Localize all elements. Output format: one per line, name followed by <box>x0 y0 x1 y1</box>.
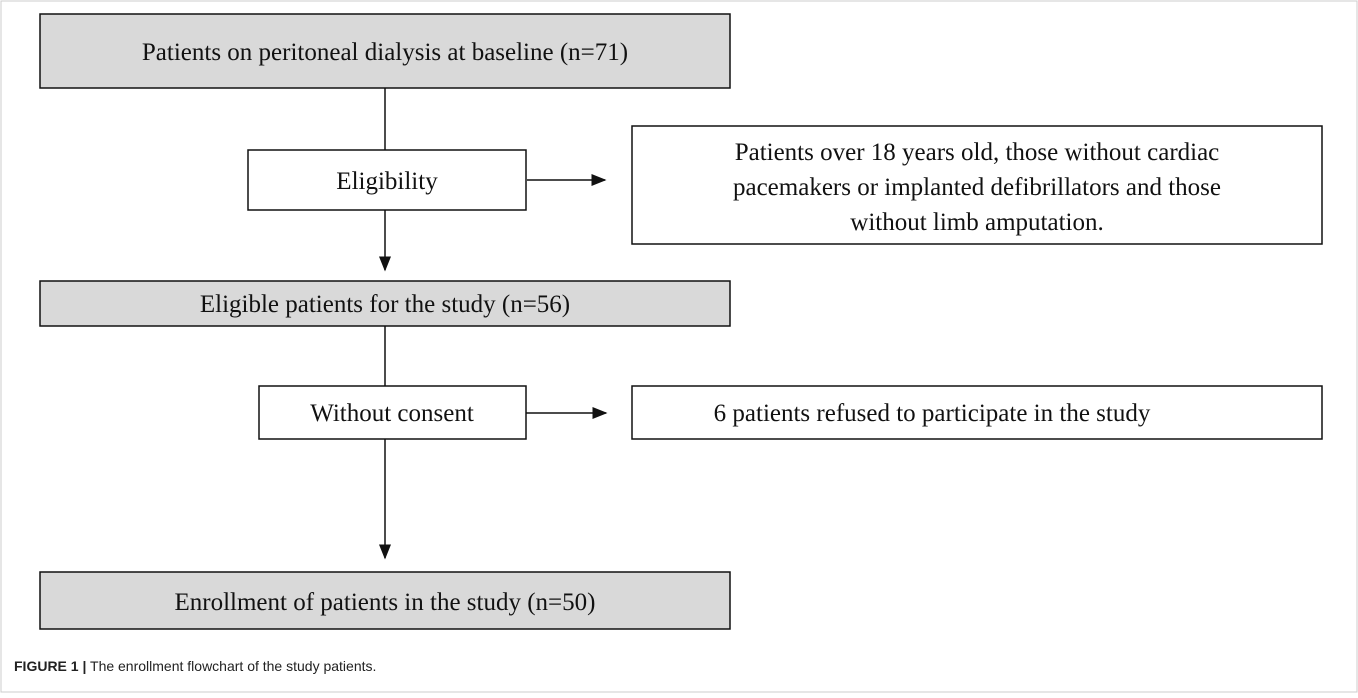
node-label: Eligible patients for the study (n=56) <box>200 291 570 318</box>
box <box>631 125 1323 245</box>
box <box>39 13 731 89</box>
box <box>247 149 527 211</box>
caption: FIGURE 1 | The enrollment flowchart of t… <box>14 658 376 674</box>
box <box>39 280 731 327</box>
box <box>39 571 731 630</box>
node-label: Patients on peritoneal dialysis at basel… <box>142 39 628 66</box>
caption-label: FIGURE 1 | <box>14 658 86 674</box>
node-label: pacemakers or implanted defibrillators a… <box>733 174 1221 201</box>
node-label: without limb amputation. <box>850 209 1103 236</box>
node-label: Eligibility <box>336 168 438 195</box>
caption-text: The enrollment flowchart of the study pa… <box>86 658 376 674</box>
node-label: Patients over 18 years old, those withou… <box>735 139 1220 166</box>
node-label: Without consent <box>310 400 474 427</box>
box <box>258 385 527 440</box>
node-label: Enrollment of patients in the study (n=5… <box>175 589 596 616</box>
box <box>631 385 1323 440</box>
node-label: 6 patients refused to participate in the… <box>714 400 1151 427</box>
